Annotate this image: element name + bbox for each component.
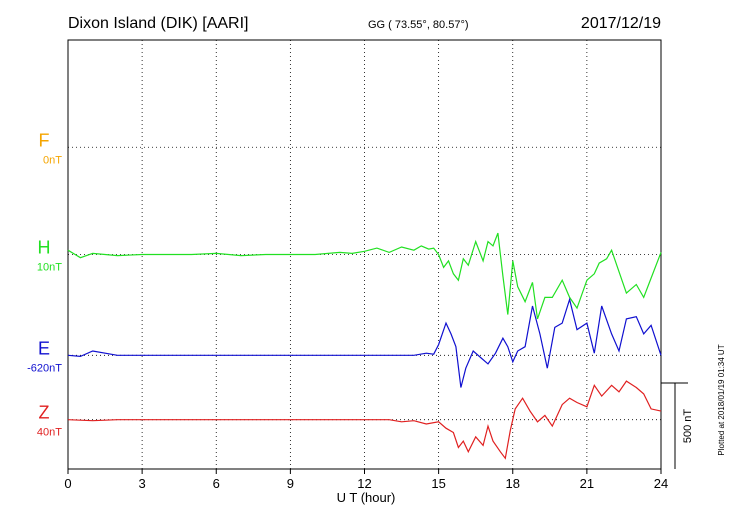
x-tick-label: 21	[580, 476, 594, 491]
x-axis-title: U T (hour)	[337, 490, 396, 505]
x-tick-label: 18	[506, 476, 520, 491]
channel-e-baseline: -620nT	[27, 362, 62, 374]
channel-f-baseline: 0nT	[43, 154, 62, 166]
channel-labels: F 0nT H 10nT E -620nT Z 40nT	[27, 130, 62, 438]
scale-bar: 500 nT	[661, 382, 694, 469]
series-z-line	[67, 380, 662, 460]
station-title: Dixon Island (DIK) [AARI]	[68, 15, 249, 32]
channel-z-label: Z	[39, 403, 50, 423]
geo-coords: GG ( 73.55°, 80.57°)	[368, 19, 469, 31]
scale-bar-label: 500 nT	[682, 409, 694, 444]
series-layer	[67, 232, 662, 460]
x-tick-label: 24	[654, 476, 668, 491]
x-axis: 0 3 6 9 12 15 18 21 24	[64, 469, 668, 491]
channel-h-label: H	[38, 238, 51, 258]
x-tick-label: 0	[64, 476, 71, 491]
series-e-line	[67, 297, 662, 388]
x-tick-label: 15	[431, 476, 445, 491]
x-tick-label: 3	[139, 476, 146, 491]
series-h-line	[67, 232, 662, 320]
x-tick-label: 6	[213, 476, 220, 491]
plot-date: 2017/12/19	[581, 15, 661, 32]
channel-z-baseline: 40nT	[37, 427, 62, 439]
x-tick-label: 9	[287, 476, 294, 491]
channel-e-label: E	[38, 338, 50, 358]
channel-f-label: F	[39, 130, 50, 150]
x-tick-label: 12	[357, 476, 371, 491]
channel-h-baseline: 10nT	[37, 262, 62, 274]
plot-timestamp-note: Plotted at 2018/01/19 01:34 UT	[717, 344, 726, 455]
